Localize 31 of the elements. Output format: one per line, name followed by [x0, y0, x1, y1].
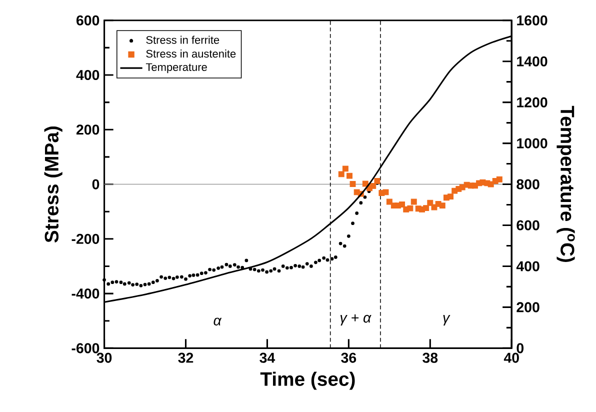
y2-tick-label: 1600 — [517, 15, 548, 26]
x-tick-label: 32 — [178, 352, 194, 363]
y2-tick-label: 0 — [516, 343, 524, 354]
y2-tick-label: 600 — [516, 220, 540, 230]
annotation: α — [214, 318, 222, 326]
y-tick-label: -200 — [72, 234, 100, 244]
x-tick-label: 40 — [504, 352, 519, 363]
y-tick-label: 0 — [92, 179, 100, 190]
y2-tick-label: 1400 — [517, 56, 548, 66]
legend-label: Stress in ferrite — [146, 36, 220, 44]
x-tick-label: 36 — [341, 352, 356, 363]
y-tick-label: -600 — [72, 343, 100, 354]
legend-label: Temperature — [146, 63, 207, 74]
y2-tick-label: 400 — [516, 261, 540, 272]
y-tick-label: -400 — [72, 288, 100, 298]
x-tick-label: 30 — [96, 352, 112, 363]
x-tick-label: 34 — [260, 352, 276, 363]
x-tick-label: 38 — [422, 352, 438, 363]
y-axis-title: Stress (MPa) — [44, 126, 62, 242]
y2-axis-title: Temperature ($^{o}$C) — [556, 106, 575, 262]
annotation: γ — [443, 314, 450, 326]
y2-tick-label: 800 — [516, 179, 540, 190]
annotation: γ + α — [340, 314, 372, 326]
y2-tick-label: 200 — [516, 302, 540, 312]
x-axis-title: Time (sec) — [260, 372, 355, 390]
y-tick-label: 600 — [76, 15, 100, 26]
y-tick-label: 400 — [76, 70, 100, 80]
y2-tick-label: 1000 — [517, 138, 548, 148]
y-tick-label: 200 — [76, 124, 100, 135]
y2-tick-label: 1200 — [517, 97, 548, 108]
legend-label: Stress in austenite — [146, 49, 236, 58]
